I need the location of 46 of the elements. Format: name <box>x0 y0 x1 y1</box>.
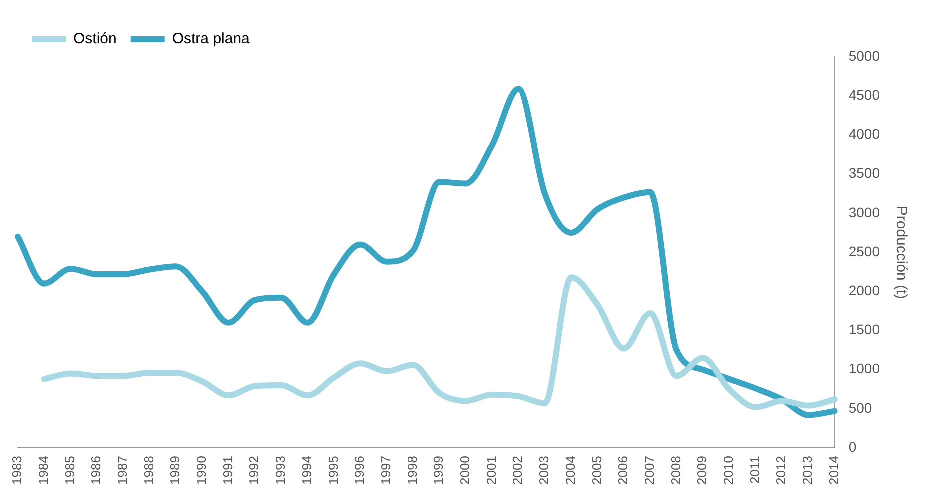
legend-label: Ostión <box>74 30 117 48</box>
x-tick-label: 2007 <box>642 456 657 485</box>
x-tick-label: 2006 <box>616 456 631 485</box>
x-tick-label: 1990 <box>194 456 210 485</box>
y-tick-label: 4000 <box>848 126 880 142</box>
y-tick-label: 0 <box>848 438 857 455</box>
x-tick-label: 1988 <box>141 456 156 485</box>
x-tick-label: 1983 <box>10 456 25 485</box>
y-tick-label: 1000 <box>848 360 880 377</box>
x-tick-label: 1993 <box>273 456 288 485</box>
y-tick-label: 1500 <box>848 322 880 338</box>
x-tick-label: 2000 <box>458 456 473 485</box>
x-tick-label: 2005 <box>589 456 604 485</box>
x-tick-label: 1995 <box>326 456 341 485</box>
x-tick-label: 2002 <box>510 456 526 485</box>
y-tick-label: 500 <box>848 400 872 416</box>
y-tick-label: 4500 <box>848 86 880 103</box>
x-tick-label: 2013 <box>800 456 816 485</box>
x-tick-label: 1985 <box>62 456 78 485</box>
x-tick-label: 1994 <box>299 456 314 485</box>
x-tick-label: 2009 <box>694 456 710 485</box>
y-tick-label: 5000 <box>848 48 880 64</box>
y-tick-label: 2000 <box>848 282 880 299</box>
x-tick-label: 1987 <box>114 456 130 485</box>
x-tick-label: 2014 <box>826 456 842 485</box>
x-tick-label: 1999 <box>431 456 446 485</box>
x-tick-label: 1992 <box>246 456 262 485</box>
x-tick-label: 2004 <box>562 456 578 485</box>
y-tick-label: 3500 <box>848 165 880 182</box>
y-axis-title: Producción (t) <box>892 206 910 300</box>
x-tick-label: 2012 <box>774 456 789 485</box>
y-tick-label: 2500 <box>848 243 880 260</box>
legend-label: Ostra plana <box>172 30 251 48</box>
x-tick-label: 1989 <box>168 456 183 485</box>
x-tick-label: 1996 <box>352 456 368 485</box>
x-tick-label: 2001 <box>484 456 499 485</box>
x-tick-label: 2010 <box>721 456 736 485</box>
x-tick-label: 1998 <box>404 456 420 485</box>
x-tick-label: 1986 <box>88 456 104 485</box>
x-tick-label: 2008 <box>668 456 684 485</box>
x-tick-label: 2003 <box>536 456 552 485</box>
x-tick-label: 1991 <box>220 456 236 485</box>
x-tick-label: 1997 <box>378 456 394 485</box>
x-tick-label: 1984 <box>36 456 51 485</box>
x-tick-label: 2011 <box>747 456 762 484</box>
y-tick-label: 3000 <box>848 204 880 220</box>
